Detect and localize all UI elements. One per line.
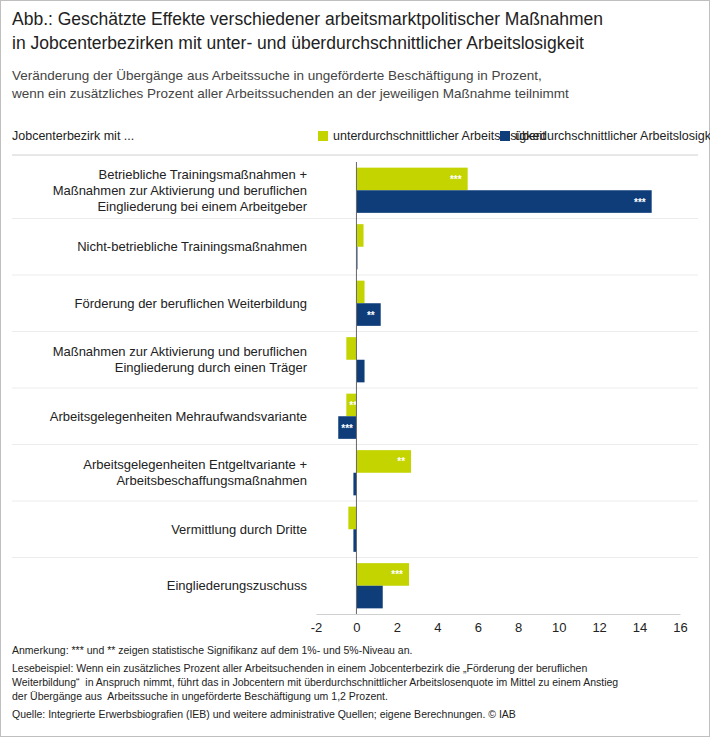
- legend-swatch: [318, 131, 328, 141]
- tick: 0: [353, 614, 360, 635]
- legend-swatch: [500, 131, 510, 141]
- bar: [356, 360, 364, 383]
- bar: [356, 224, 363, 247]
- bar: [356, 281, 364, 304]
- significance-label: **: [367, 310, 375, 321]
- axis-line: [317, 614, 681, 615]
- category-label: Förderung der beruflichen Weiterbildung: [75, 296, 307, 311]
- bar: [356, 190, 651, 213]
- category-label: Arbeitsgelegenheiten Entgeltvariante +Ar…: [83, 457, 307, 488]
- row-separator: [12, 331, 698, 332]
- frame: [1, 1, 710, 737]
- bar: [356, 586, 382, 609]
- tick: 10: [552, 614, 566, 635]
- note: Anmerkung: *** und ** zeigen statistisch…: [12, 644, 412, 656]
- tick-label: 6: [475, 620, 482, 635]
- subtitle: Veränderung der Übergänge aus Arbeitssuc…: [11, 68, 569, 101]
- tick-label: 10: [552, 620, 566, 635]
- bar: [346, 337, 356, 360]
- category-label: Nicht-betriebliche Trainingsmaßnahmen: [77, 239, 307, 254]
- tick-label: 4: [434, 620, 441, 635]
- significance-label: ***: [341, 423, 353, 434]
- category-label: Eingliederungszuschuss: [167, 578, 308, 593]
- significance-label: ***: [450, 174, 462, 185]
- bar: [338, 416, 356, 439]
- significance-label: ***: [391, 569, 403, 580]
- tick: 16: [673, 614, 687, 635]
- note: Lesebeispiel: Wenn ein zusätzliches Proz…: [12, 662, 618, 702]
- row-separator: [12, 388, 698, 389]
- category-label: Maßnahmen zur Aktivierung und berufliche…: [53, 344, 308, 375]
- zero-line: [356, 162, 357, 614]
- bar: [356, 303, 380, 326]
- note: Quelle: Integrierte Erwerbsbiografien (I…: [12, 708, 516, 720]
- tick: 2: [394, 614, 401, 635]
- legend-title: Jobcenterbezirk mit ...: [12, 129, 134, 143]
- bar: [356, 450, 411, 473]
- tick: 4: [434, 614, 441, 635]
- category-label: Arbeitsgelegenheiten Mehraufwandsvariant…: [50, 409, 307, 424]
- tick-label: 8: [515, 620, 522, 635]
- row-separator: [12, 501, 698, 502]
- category-label: Betriebliche Trainingsmaßnahmen +Maßnahm…: [53, 167, 308, 214]
- tick: 8: [515, 614, 522, 635]
- significance-label: ***: [634, 197, 646, 208]
- tick: 14: [633, 614, 647, 635]
- legend-label: überdurchschnittlicher Arbeitslosigkeit: [515, 129, 710, 143]
- row-separator: [12, 557, 698, 558]
- title: Abb.: Geschätzte Effekte verschiedener a…: [12, 9, 603, 53]
- tick-label: 2: [394, 620, 401, 635]
- x-axis: -2 0 2 4 6 8 10 12 14 16: [311, 614, 688, 635]
- bar: [346, 394, 356, 417]
- tick: 6: [475, 614, 482, 635]
- row-separator: [12, 444, 698, 445]
- tick-label: 14: [633, 620, 647, 635]
- row-separator: [12, 218, 698, 219]
- tick-label: -2: [311, 620, 323, 635]
- row-separator: [12, 275, 698, 276]
- bar: [356, 168, 467, 191]
- significance-label: **: [397, 456, 405, 467]
- tick-label: 16: [673, 620, 687, 635]
- bar: [356, 563, 409, 586]
- tick: 12: [592, 614, 606, 635]
- bars: [338, 168, 651, 609]
- separator: [12, 155, 698, 156]
- tick-label: 0: [353, 620, 360, 635]
- chart: Abb.: Geschätzte Effekte verschiedener a…: [0, 0, 710, 737]
- bar: [348, 507, 356, 530]
- tick: -2: [311, 614, 323, 635]
- tick-label: 12: [592, 620, 606, 635]
- category-label: Vermittlung durch Dritte: [171, 522, 307, 537]
